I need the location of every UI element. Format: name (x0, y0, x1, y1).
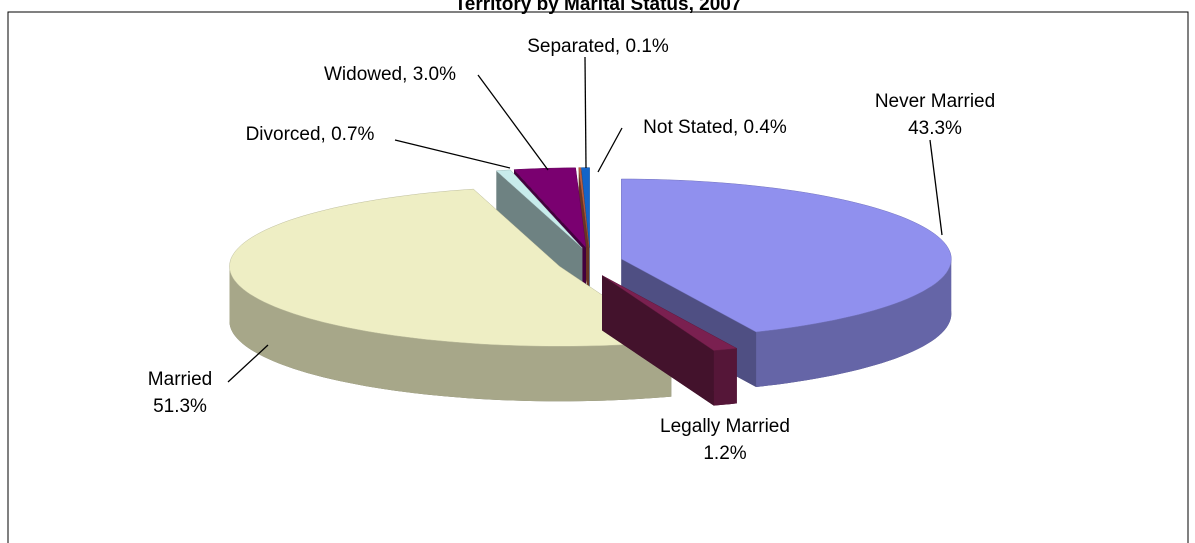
label-separator: , (321, 124, 332, 145)
data-label: Never Married 43.3% (875, 91, 995, 139)
chart-frame (7, 11, 1189, 543)
label-value: 3.0% (413, 64, 456, 85)
label-category: Widowed (324, 64, 402, 85)
slice-outer-wall (229, 266, 672, 402)
slice-top (578, 167, 590, 248)
label-value: 51.3% (153, 396, 207, 417)
slice-top (513, 167, 587, 249)
leader-line (584, 56, 587, 169)
label-value: 1.2% (703, 443, 746, 464)
slice-top (621, 178, 952, 333)
slice-outer-wall (756, 259, 952, 387)
slice-outer-wall (713, 348, 737, 406)
leader-line (597, 127, 623, 173)
label-value: 0.4% (744, 117, 787, 138)
leader-line (227, 344, 269, 383)
label-value: 43.3% (908, 118, 962, 139)
pie-slice (601, 275, 738, 406)
label-separator: , (615, 36, 626, 57)
data-label: Not Stated, 0.4% (643, 117, 787, 138)
slice-cut-wall (602, 275, 714, 406)
data-label: Married 51.3% (148, 369, 212, 417)
slice-top (495, 169, 583, 249)
label-category: Never Married (875, 91, 995, 112)
label-category: Separated (527, 36, 615, 57)
label-category: Divorced (246, 124, 321, 145)
label-value: 0.7% (331, 124, 374, 145)
data-label: Widowed, 3.0% (324, 64, 456, 85)
label-separator: , (402, 64, 413, 85)
leader-line (394, 139, 511, 169)
data-label: Separated, 0.1% (527, 36, 669, 57)
label-category: Married (148, 369, 212, 390)
slice-top (601, 275, 738, 351)
data-label: Divorced, 0.7% (246, 124, 375, 145)
chart-title: Territory by Marital Status, 2007 (455, 0, 742, 15)
label-separator: , (733, 117, 744, 138)
pie-slice (229, 188, 673, 402)
slice-top (229, 188, 673, 347)
leader-line (929, 139, 943, 236)
label-category: Not Stated (643, 117, 733, 138)
leader-line (477, 74, 549, 171)
label-category: Legally Married (660, 416, 790, 437)
label-value: 0.1% (625, 36, 668, 57)
data-label: Legally Married 1.2% (660, 416, 790, 464)
